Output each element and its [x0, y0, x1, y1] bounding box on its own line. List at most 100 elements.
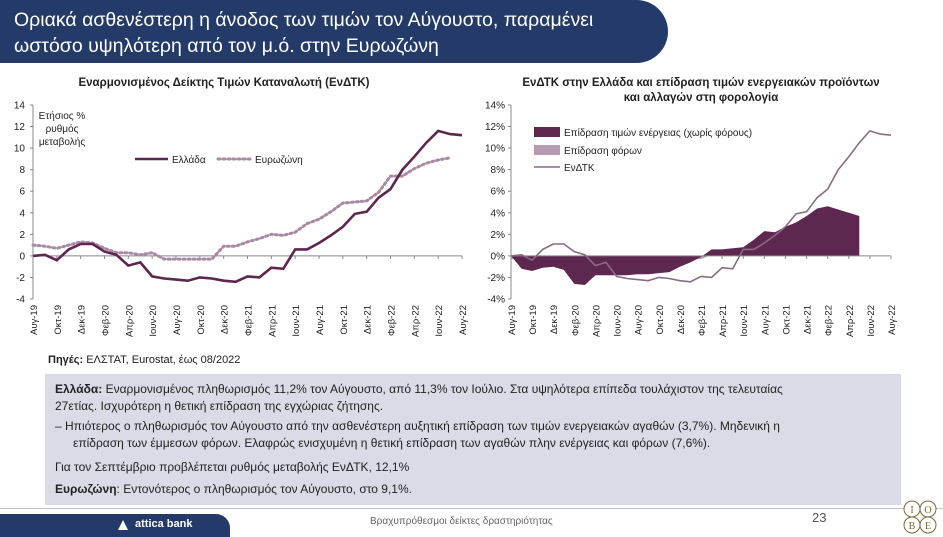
left-y-tick-label: 14: [14, 101, 26, 112]
right-x-tick-label: Δεκ-21: [803, 305, 814, 334]
right-x-tick-label: Φεβ-20: [570, 305, 581, 336]
energy-impact-chart: ΕνΔΤΚ στην Ελλάδα και επίδραση τιμών ενε…: [485, 77, 898, 337]
left-y-tick-label: 8: [19, 165, 25, 176]
eurozone-paragraph: Ευρωζώνη: Εντονότερος ο πληθωρισμός τον …: [55, 481, 895, 498]
left-y-axis-label-line: μεταβολής: [39, 136, 85, 148]
greece-paragraph: Ελλάδα: Εναρμονισμένος πληθωρισμός 11,2%…: [55, 381, 895, 398]
right-x-tick-label: Οκτ-21: [781, 305, 792, 335]
footer-divider: [0, 508, 943, 509]
left-x-tick-label: Ιουν-22: [434, 305, 445, 337]
eurozone-text: : Εντονότερος ο πληθωρισμός τον Αύγουστο…: [116, 482, 412, 496]
eurozone-label: Ευρωζώνη: [55, 482, 117, 496]
iobe-letter-2: Ο: [924, 505, 931, 516]
legend-hicp-label: ΕνΔΤΚ: [564, 163, 595, 174]
right-chart-title-line: ΕνΔΤΚ στην Ελλάδα και επίδραση τιμών ενε…: [522, 77, 879, 89]
legend-taxes-swatch: [534, 145, 560, 155]
greece-text: Εναρμονισμένος πληθωρισμός 11,2% τον Αύγ…: [102, 382, 783, 396]
iobe-letter-4: Ε: [925, 521, 931, 532]
eurozone-line: [31, 156, 452, 261]
right-x-tick-label: Απρ-20: [591, 305, 602, 337]
right-y-tick-label: -2%: [487, 273, 505, 284]
right-x-tick-label: Φεβ-22: [824, 305, 835, 336]
left-chart-title: Εναρμονισμένος Δείκτης Τιμών Καταναλωτή …: [78, 77, 369, 89]
energy-area: [511, 206, 860, 285]
left-x-tick-label: Οκτ-19: [53, 305, 64, 335]
energy-bullet-cont: επίδραση των έμμεσων φόρων. Ελαφρώς ενισ…: [73, 436, 711, 450]
left-x-tick-label: Ιουν-20: [148, 305, 159, 337]
left-x-tick-label: Αυγ-21: [315, 305, 326, 335]
right-y-tick-label: 0%: [491, 251, 506, 262]
left-y-tick-label: 12: [14, 122, 26, 133]
legend-energy-label: Επίδραση τιμών ενέργειας (χωρίς φόρους): [564, 127, 752, 139]
right-x-tick-label: Αυγ-22: [887, 305, 898, 335]
right-x-tick-label: Δεκ-19: [549, 305, 560, 334]
right-y-tick-label: 8%: [491, 165, 506, 176]
left-y-axis-label-line: ρυθμός: [46, 123, 79, 135]
attica-bank-label: attica bank: [135, 518, 193, 530]
energy-bullet: – Ηπιότερος ο πληθωρισμός τον Αύγουστο α…: [55, 419, 780, 433]
right-x-tick-label: Δεκ-20: [676, 305, 687, 334]
left-x-tick-label: Δεκ-19: [77, 305, 88, 334]
right-x-tick-label: Οκτ-19: [528, 305, 539, 335]
footer-section-name: Βραχυπρόθεσμοι δείκτες δραστηριότητας: [370, 516, 553, 527]
left-y-axis-label-line: Ετήσιος %: [39, 110, 86, 122]
left-x-tick-label: Αυγ-22: [458, 305, 469, 335]
left-x-tick-label: Απρ-22: [410, 305, 421, 337]
iobe-letter-3: Β: [909, 521, 916, 532]
right-y-tick-label: 12%: [485, 122, 505, 133]
left-x-tick-label: Φεβ-20: [101, 305, 112, 336]
left-x-tick-label: Δεκ-20: [220, 305, 231, 334]
right-x-tick-label: Ιουν-22: [866, 305, 877, 337]
iobe-logo: Ι Ο Β Ε: [903, 500, 937, 534]
commentary-box: Ελλάδα: Εναρμονισμένος πληθωρισμός 11,2%…: [45, 374, 901, 505]
left-x-tick-label: Απρ-21: [267, 305, 278, 337]
right-x-tick-label: Αυγ-21: [760, 305, 771, 335]
left-y-tick-label: -4: [16, 295, 25, 306]
greece-label: Ελλάδα:: [55, 382, 103, 396]
left-x-tick-label: Οκτ-20: [196, 305, 207, 335]
title-banner: Οριακά ασθενέστερη η άνοδος των τιμών το…: [0, 0, 668, 63]
left-x-tick-label: Αυγ-20: [172, 305, 183, 335]
hicp-line-chart: Εναρμονισμένος Δείκτης Τιμών Καταναλωτή …: [14, 77, 469, 337]
right-y-tick-label: -4%: [487, 295, 505, 306]
right-x-tick-label: Φεβ-21: [697, 305, 708, 336]
attica-bank-logo: attica bank: [0, 514, 230, 537]
right-y-tick-label: 14%: [485, 101, 505, 112]
left-x-tick-label: Οκτ-21: [339, 305, 350, 335]
right-y-tick-label: 4%: [491, 208, 506, 219]
right-x-tick-label: Ιουν-20: [613, 305, 624, 337]
hicp-line: [510, 129, 892, 283]
forecast-text: Για τον Σεπτέμβριο προβλέπεται ρυθμός με…: [55, 460, 410, 474]
sources-note: Πηγές: ΕΛΣΤΑΤ, Eurostat, έως 08/2022: [48, 354, 240, 366]
iobe-letter-1: Ι: [910, 505, 913, 516]
greece-text-cont: 27ετίας. Ισχυρότερη η θετική επίδραση τη…: [55, 399, 384, 413]
left-x-tick-label: Αυγ-19: [29, 305, 40, 335]
left-y-tick-label: 10: [14, 144, 26, 155]
left-x-tick-label: Δεκ-21: [363, 305, 374, 334]
attica-logo-icon: [118, 520, 128, 530]
sources-label: Πηγές:: [48, 354, 84, 366]
legend-greece-label: Ελλάδα: [172, 154, 206, 166]
right-x-tick-label: Ιουν-21: [739, 305, 750, 337]
greece-line: [32, 129, 463, 284]
left-x-tick-label: Ιουν-21: [291, 305, 302, 337]
left-y-tick-label: 4: [19, 208, 25, 219]
page-number: 23: [812, 510, 827, 525]
left-x-tick-label: Φεβ-22: [387, 305, 398, 336]
legend-energy-swatch: [534, 127, 560, 137]
right-x-tick-label: Απρ-21: [718, 305, 729, 337]
left-y-tick-label: 2: [19, 230, 25, 241]
legend-eurozone-label: Ευρωζώνη: [255, 154, 303, 166]
right-y-tick-label: 6%: [491, 187, 506, 198]
right-x-tick-label: Αυγ-20: [634, 305, 645, 335]
right-chart-title-line: και αλλαγών στη φορολογία: [624, 92, 779, 104]
left-x-tick-label: Φεβ-21: [244, 305, 255, 336]
left-y-tick-label: 6: [19, 187, 25, 198]
left-y-tick-label: 0: [19, 251, 25, 262]
legend-taxes-label: Επίδραση φόρων: [564, 145, 642, 157]
slide-title: Οριακά ασθενέστερη η άνοδος των τιμών το…: [14, 9, 594, 57]
right-x-tick-label: Αυγ-19: [507, 305, 518, 335]
left-x-tick-label: Απρ-20: [124, 305, 135, 337]
right-y-tick-label: 2%: [491, 230, 506, 241]
sources-text: ΕΛΣΤΑΤ, Eurostat, έως 08/2022: [83, 354, 241, 366]
